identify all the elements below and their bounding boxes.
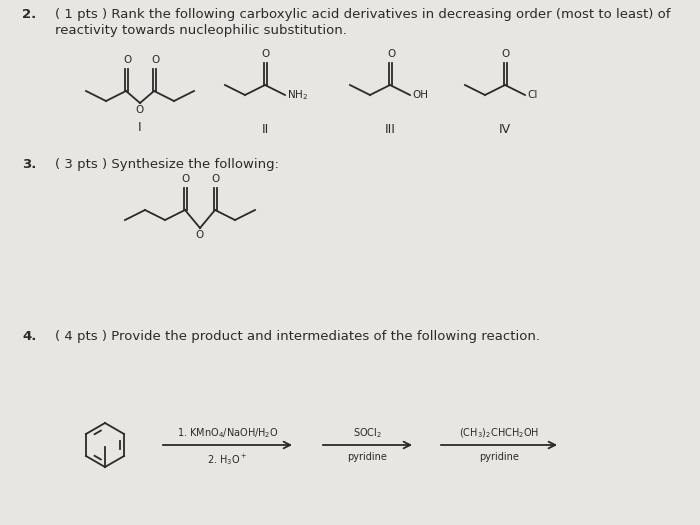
Text: NH$_2$: NH$_2$ <box>287 88 308 102</box>
Text: O: O <box>123 55 131 65</box>
Text: O: O <box>262 49 270 59</box>
Text: ( 4 pts ) Provide the product and intermediates of the following reaction.: ( 4 pts ) Provide the product and interm… <box>55 330 540 343</box>
Text: I: I <box>138 121 142 134</box>
Text: O: O <box>151 55 159 65</box>
Text: SOCl$_2$: SOCl$_2$ <box>353 426 382 440</box>
Text: 2.: 2. <box>22 8 36 21</box>
Text: O: O <box>136 105 144 115</box>
Text: II: II <box>261 123 269 136</box>
Text: IV: IV <box>499 123 511 136</box>
Text: OH: OH <box>412 90 428 100</box>
Text: Cl: Cl <box>527 90 538 100</box>
Text: reactivity towards nucleophilic substitution.: reactivity towards nucleophilic substitu… <box>55 24 347 37</box>
Text: (CH$_3$)$_2$CHCH$_2$OH: (CH$_3$)$_2$CHCH$_2$OH <box>458 426 539 440</box>
Bar <box>0 0 620 525</box>
Text: ( 3 pts ) Synthesize the following:: ( 3 pts ) Synthesize the following: <box>55 158 279 171</box>
Text: O: O <box>387 49 395 59</box>
Text: O: O <box>182 174 190 184</box>
Text: O: O <box>502 49 510 59</box>
Text: pyridine: pyridine <box>479 452 519 462</box>
Text: 2. H$_3$O$^+$: 2. H$_3$O$^+$ <box>207 452 248 467</box>
Text: O: O <box>212 174 220 184</box>
Text: pyridine: pyridine <box>348 452 387 462</box>
Text: III: III <box>384 123 395 136</box>
Text: ( 1 pts ) Rank the following carboxylic acid derivatives in decreasing order (mo: ( 1 pts ) Rank the following carboxylic … <box>55 8 671 21</box>
Text: 4.: 4. <box>22 330 36 343</box>
Text: 3.: 3. <box>22 158 36 171</box>
Text: 1. KMnO$_4$/NaOH/H$_2$O: 1. KMnO$_4$/NaOH/H$_2$O <box>176 426 279 440</box>
Text: O: O <box>196 230 204 240</box>
